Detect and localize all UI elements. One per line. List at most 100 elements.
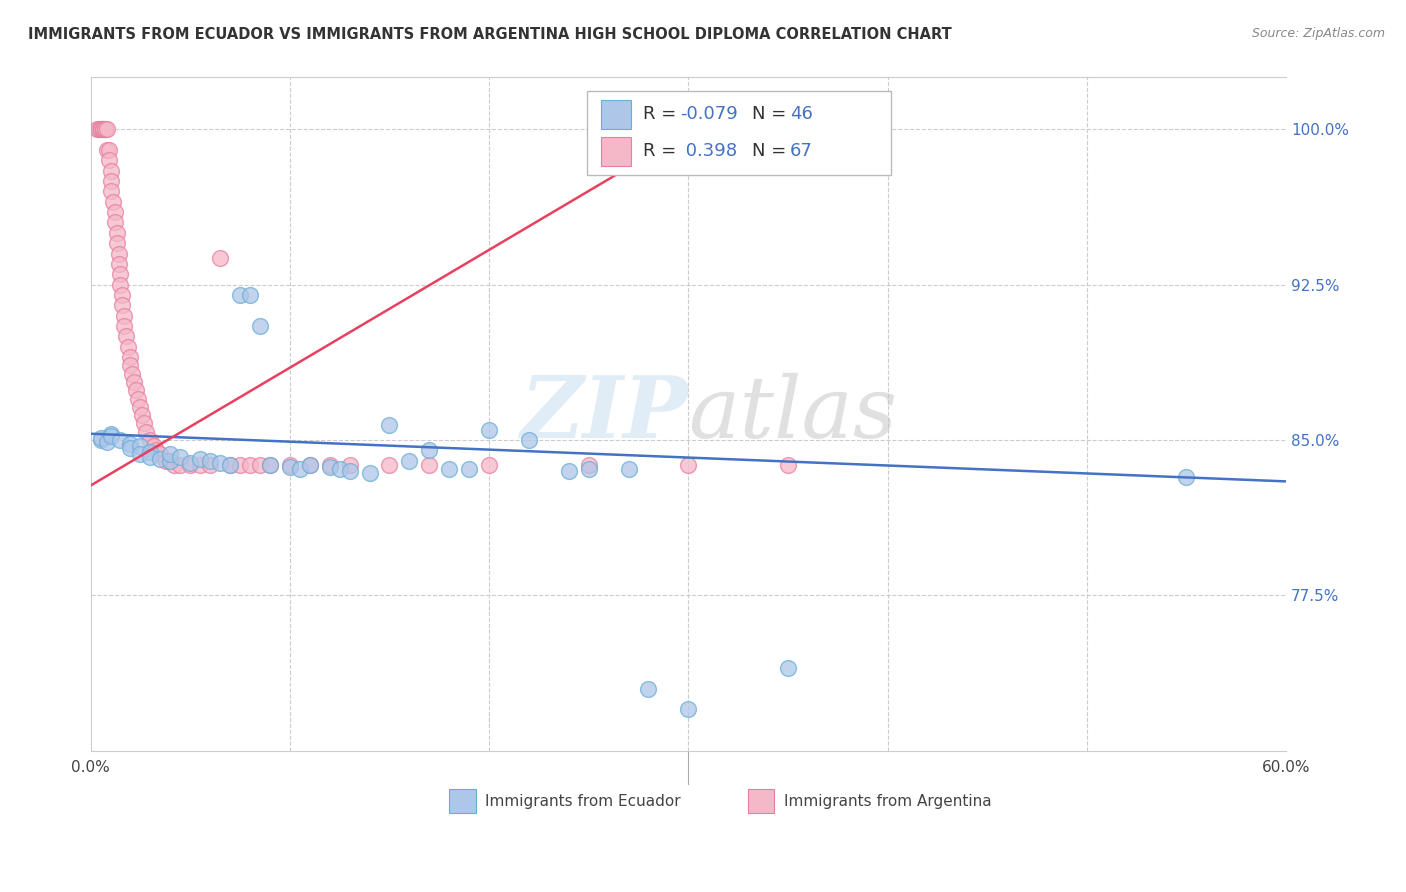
Point: [298, 458, 321, 472]
Text: ZIP: ZIP: [520, 372, 689, 456]
Point: [188, 458, 211, 472]
Point: [117, 340, 139, 354]
Point: [288, 462, 311, 476]
Point: [134, 417, 156, 431]
Point: [120, 359, 142, 373]
Point: [439, 462, 461, 476]
Point: [129, 439, 152, 453]
FancyBboxPatch shape: [586, 91, 891, 175]
Point: [249, 458, 271, 472]
Point: [209, 456, 232, 470]
Point: [278, 458, 301, 472]
Point: [578, 462, 600, 476]
Point: [359, 466, 381, 480]
Point: [229, 458, 252, 472]
Point: [120, 442, 142, 456]
Point: [239, 288, 262, 302]
Point: [120, 350, 142, 364]
Point: [143, 439, 166, 453]
Point: [135, 425, 157, 439]
Point: [239, 458, 262, 472]
Text: Immigrants from Argentina: Immigrants from Argentina: [785, 794, 991, 809]
Point: [678, 458, 700, 472]
Point: [517, 433, 540, 447]
Point: [131, 408, 153, 422]
Point: [179, 458, 201, 472]
Text: N =: N =: [752, 105, 792, 123]
FancyBboxPatch shape: [450, 789, 475, 814]
Point: [107, 257, 129, 271]
Point: [209, 251, 232, 265]
FancyBboxPatch shape: [748, 789, 775, 814]
Point: [127, 392, 149, 406]
Point: [101, 194, 124, 209]
Point: [125, 383, 148, 397]
Point: [110, 433, 132, 447]
Point: [458, 462, 481, 476]
Text: Source: ZipAtlas.com: Source: ZipAtlas.com: [1251, 27, 1385, 40]
Point: [478, 423, 501, 437]
Point: [169, 458, 191, 472]
Point: [90, 431, 112, 445]
Point: [298, 458, 321, 472]
Point: [179, 456, 201, 470]
Point: [418, 443, 440, 458]
Point: [100, 185, 122, 199]
Point: [418, 458, 440, 472]
Point: [339, 458, 361, 472]
Point: [90, 433, 112, 447]
Point: [219, 458, 242, 472]
Point: [149, 451, 172, 466]
Point: [378, 418, 401, 433]
Point: [97, 153, 120, 168]
Point: [378, 458, 401, 472]
Point: [163, 458, 186, 472]
Point: [103, 205, 125, 219]
Point: [93, 122, 115, 136]
Point: [578, 458, 600, 472]
Point: [259, 458, 281, 472]
Text: 46: 46: [790, 105, 813, 123]
Text: 0.398: 0.398: [681, 143, 737, 161]
Point: [1175, 470, 1198, 484]
Point: [229, 288, 252, 302]
Point: [107, 246, 129, 260]
Point: [149, 447, 172, 461]
Point: [90, 122, 112, 136]
Point: [91, 122, 114, 136]
Point: [100, 174, 122, 188]
FancyBboxPatch shape: [600, 100, 631, 129]
Point: [103, 215, 125, 229]
Point: [169, 450, 191, 464]
Point: [776, 458, 799, 472]
Point: [339, 464, 361, 478]
Point: [129, 447, 152, 461]
Point: [198, 458, 221, 472]
Point: [259, 458, 281, 472]
Point: [124, 375, 146, 389]
Point: [90, 122, 112, 136]
Point: [558, 464, 581, 478]
Point: [398, 453, 420, 467]
Point: [188, 451, 211, 466]
Point: [478, 458, 501, 472]
Point: [111, 298, 134, 312]
Point: [96, 122, 118, 136]
Point: [318, 458, 340, 472]
Point: [155, 453, 177, 467]
Point: [120, 437, 142, 451]
Point: [329, 462, 352, 476]
Text: atlas: atlas: [689, 373, 897, 456]
Text: N =: N =: [752, 143, 792, 161]
Text: 67: 67: [790, 143, 813, 161]
Point: [110, 267, 132, 281]
Point: [105, 236, 128, 251]
Point: [219, 458, 242, 472]
Point: [139, 450, 162, 464]
Point: [105, 226, 128, 240]
Point: [776, 661, 799, 675]
Point: [121, 367, 143, 381]
Point: [159, 453, 181, 467]
Point: [100, 426, 122, 441]
Point: [111, 288, 134, 302]
